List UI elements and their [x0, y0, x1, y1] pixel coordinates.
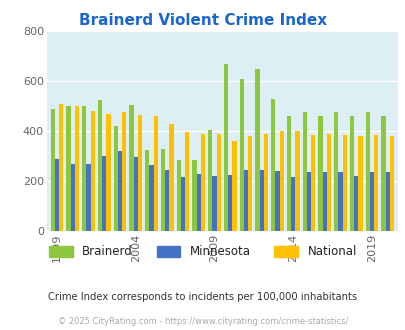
- Bar: [90, 111, 95, 231]
- Bar: [322, 172, 326, 231]
- Bar: [207, 130, 212, 231]
- Bar: [310, 135, 315, 231]
- Bar: [271, 99, 275, 231]
- Bar: [239, 79, 243, 231]
- Bar: [353, 176, 357, 231]
- Bar: [255, 69, 259, 231]
- Bar: [247, 136, 252, 231]
- Bar: [385, 172, 389, 231]
- Bar: [216, 134, 220, 231]
- Bar: [279, 131, 283, 231]
- Bar: [192, 160, 196, 231]
- Bar: [180, 177, 185, 231]
- Bar: [160, 148, 165, 231]
- Bar: [232, 141, 236, 231]
- Bar: [51, 109, 55, 231]
- Bar: [149, 165, 153, 231]
- Text: Crime Index corresponds to incidents per 100,000 inhabitants: Crime Index corresponds to incidents per…: [48, 292, 357, 302]
- Bar: [337, 172, 342, 231]
- Bar: [137, 115, 142, 231]
- Bar: [200, 134, 205, 231]
- Bar: [342, 135, 346, 231]
- Bar: [133, 157, 137, 231]
- Bar: [196, 174, 200, 231]
- Text: Brainerd Violent Crime Index: Brainerd Violent Crime Index: [79, 13, 326, 28]
- Bar: [122, 113, 126, 231]
- Bar: [243, 170, 247, 231]
- Bar: [263, 134, 267, 231]
- Bar: [169, 124, 173, 231]
- Bar: [302, 113, 306, 231]
- Bar: [259, 170, 263, 231]
- Bar: [59, 104, 63, 231]
- Bar: [223, 64, 228, 231]
- Bar: [389, 136, 393, 231]
- Bar: [275, 171, 279, 231]
- Bar: [290, 177, 294, 231]
- Bar: [228, 175, 232, 231]
- Bar: [129, 105, 133, 231]
- Bar: [106, 114, 110, 231]
- Bar: [117, 151, 122, 231]
- Bar: [306, 172, 310, 231]
- Bar: [98, 100, 102, 231]
- Bar: [153, 116, 158, 231]
- Bar: [185, 132, 189, 231]
- Bar: [66, 106, 70, 231]
- Bar: [102, 156, 106, 231]
- Bar: [369, 172, 373, 231]
- Bar: [145, 150, 149, 231]
- Bar: [86, 164, 90, 231]
- Bar: [294, 131, 299, 231]
- Bar: [75, 106, 79, 231]
- Bar: [349, 116, 353, 231]
- Bar: [176, 160, 180, 231]
- Bar: [55, 159, 59, 231]
- Legend: Brainerd, Minnesota, National: Brainerd, Minnesota, National: [45, 241, 360, 263]
- Bar: [318, 116, 322, 231]
- Bar: [113, 126, 117, 231]
- Bar: [286, 116, 290, 231]
- Bar: [380, 116, 385, 231]
- Text: © 2025 CityRating.com - https://www.cityrating.com/crime-statistics/: © 2025 CityRating.com - https://www.city…: [58, 317, 347, 326]
- Bar: [373, 135, 377, 231]
- Bar: [70, 164, 75, 231]
- Bar: [165, 170, 169, 231]
- Bar: [82, 106, 86, 231]
- Bar: [357, 136, 362, 231]
- Bar: [364, 113, 369, 231]
- Bar: [333, 113, 337, 231]
- Bar: [326, 134, 330, 231]
- Bar: [212, 176, 216, 231]
